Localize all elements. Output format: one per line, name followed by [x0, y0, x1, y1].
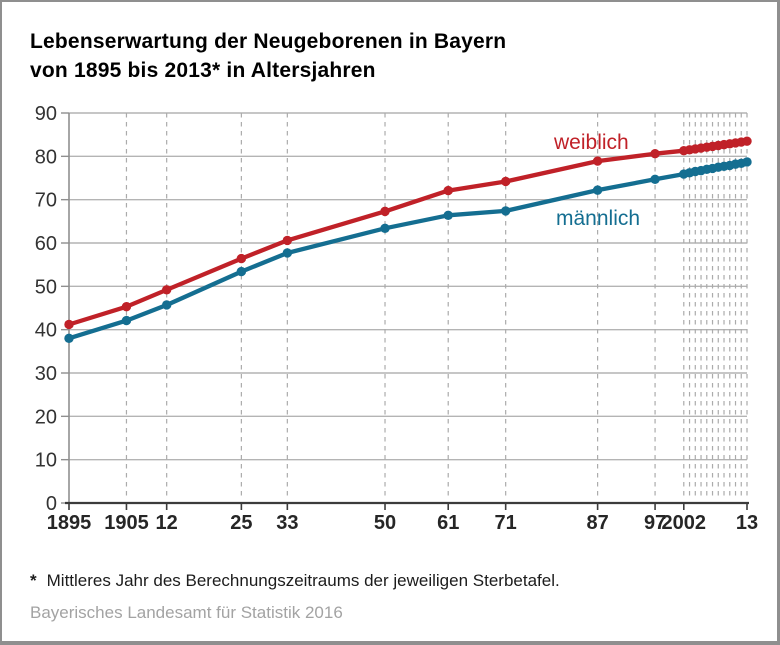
y-tick-label: 90: [35, 103, 57, 125]
data-point: [443, 210, 453, 220]
data-point: [443, 185, 453, 196]
y-tick-label: 20: [35, 406, 57, 428]
y-tick-label: 50: [35, 276, 57, 298]
legend-weiblich: weiblich: [554, 131, 629, 154]
data-point: [500, 206, 511, 216]
y-tick-label: 80: [35, 146, 57, 168]
y-tick-label: 30: [35, 363, 57, 385]
x-tick-label: 2002: [662, 512, 707, 534]
x-tick-label: 61: [437, 512, 459, 534]
series-line-weiblich: [66, 139, 750, 327]
data-point: [742, 157, 752, 167]
chart-title-line2: von 1895 bis 2013* in Altersjahren: [30, 59, 376, 82]
y-tick-label: 40: [35, 320, 57, 342]
data-point: [282, 235, 293, 246]
x-tick-label: 33: [276, 512, 298, 534]
footnote-marker: *: [30, 571, 37, 590]
x-tick-label: 13: [736, 512, 758, 534]
chart-title: Lebenserwartung der Neugeborenen in Baye…: [30, 27, 506, 85]
data-point: [161, 300, 172, 310]
data-point: [64, 333, 74, 344]
data-point: [500, 176, 511, 187]
data-point: [380, 206, 390, 217]
y-tick-label: 10: [35, 450, 57, 472]
data-point: [121, 315, 132, 326]
x-tick-label: 1905: [104, 512, 149, 534]
x-tick-label: 71: [495, 512, 517, 534]
data-point: [236, 266, 247, 277]
data-point: [64, 319, 74, 330]
x-tick-label: 87: [586, 512, 608, 534]
x-tick-label: 1895: [47, 512, 92, 534]
data-point: [282, 248, 293, 258]
data-point: [380, 223, 390, 233]
data-point: [742, 136, 752, 146]
legend-maennlich: männlich: [556, 207, 641, 230]
y-tick-label: 70: [35, 190, 57, 212]
y-tick-label: 60: [35, 233, 57, 255]
data-point: [592, 156, 603, 166]
x-tick-label: 25: [230, 512, 252, 534]
x-tick-label: 97: [644, 512, 666, 534]
data-point: [650, 174, 660, 184]
data-point: [161, 285, 172, 295]
footnote: * Mittleres Jahr des Berechnungszeitraums…: [30, 571, 560, 591]
x-tick-label: 12: [156, 512, 178, 534]
series-line-maennlich: [66, 159, 750, 341]
data-point: [650, 149, 660, 159]
x-tick-label: 50: [374, 512, 396, 534]
y-tick-label: 0: [46, 493, 57, 515]
data-point: [592, 185, 603, 195]
data-point: [236, 253, 247, 264]
chart-title-line1: Lebenserwartung der Neugeborenen in Baye…: [30, 30, 507, 53]
footnote-text: Mittleres Jahr des Berechnungszeitraums …: [46, 571, 560, 590]
source-attribution: Bayerisches Landesamt für Statistik 2016: [30, 603, 343, 622]
data-point: [121, 302, 132, 312]
